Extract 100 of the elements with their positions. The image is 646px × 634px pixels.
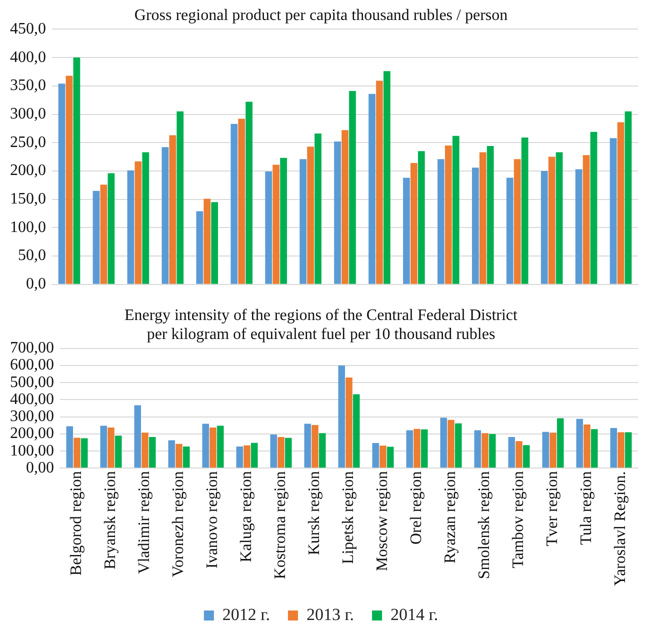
bar	[270, 434, 278, 468]
bar	[74, 438, 80, 468]
bar	[610, 138, 617, 284]
bar	[486, 146, 494, 284]
bar	[284, 438, 292, 468]
bar	[438, 159, 444, 284]
bar	[403, 178, 410, 284]
bar	[250, 442, 258, 468]
bar	[542, 432, 550, 468]
bar	[521, 138, 528, 284]
x-tick-label: Orel region	[408, 471, 426, 544]
bar	[406, 430, 414, 468]
x-tick-label: Tambov region	[510, 471, 528, 568]
bar	[452, 136, 460, 284]
y-tick-label: 500,00	[10, 374, 54, 391]
bar	[176, 111, 184, 284]
bar	[584, 424, 590, 468]
bar	[238, 118, 246, 284]
bar	[108, 173, 115, 284]
y-tick-label: 450,0	[10, 20, 46, 38]
x-tick-label: Belgorod region	[68, 471, 86, 576]
chart-title: Gross regional product per capita thousand rubles / person	[134, 6, 508, 24]
y-tick-label: 250,0	[10, 134, 46, 151]
bar	[134, 405, 142, 468]
y-tick-label: 700,00	[10, 340, 54, 357]
y-tick-label: 400,00	[10, 390, 54, 408]
bar	[448, 420, 454, 468]
bar	[349, 91, 356, 284]
legend-label: 2013 г.	[306, 604, 354, 624]
bar	[380, 446, 386, 468]
x-tick-label: Tver region	[544, 471, 562, 546]
bar	[265, 172, 272, 284]
bar	[318, 433, 326, 468]
bar	[479, 152, 486, 284]
bar	[300, 159, 306, 284]
bar	[414, 428, 420, 468]
y-tick-label: 150,0	[10, 190, 46, 208]
bar	[168, 440, 176, 468]
bar	[142, 152, 150, 284]
x-tick-label: Tula region	[578, 471, 596, 545]
bar	[196, 211, 204, 284]
bar	[66, 76, 73, 284]
bar	[368, 94, 376, 284]
y-tick-label: 300,00	[10, 408, 54, 426]
legend-label: 2012 г.	[222, 604, 270, 624]
chart-title: Energy intensity of the regions of the Central Federal District per kilogram of equivalent fuel per 10 thousand rubles	[124, 306, 518, 344]
bar	[610, 428, 618, 468]
bar	[575, 169, 582, 284]
bar	[278, 437, 284, 468]
bar	[576, 418, 584, 468]
x-tick-label: Bryansk region	[102, 471, 120, 570]
bar	[202, 424, 210, 468]
bar	[556, 418, 564, 468]
bar	[516, 441, 522, 468]
bar	[100, 426, 108, 468]
x-tick-label: Kursk region	[306, 471, 324, 556]
bar	[272, 164, 280, 284]
bar	[454, 423, 462, 468]
bar	[244, 445, 250, 468]
bar	[73, 58, 80, 284]
bar	[66, 426, 74, 468]
bar	[127, 170, 134, 284]
bar	[246, 102, 252, 284]
y-tick-label: 0,0	[26, 276, 46, 293]
bar	[216, 426, 224, 468]
bar	[440, 418, 448, 468]
bar	[506, 178, 514, 284]
y-tick-label: 200,00	[10, 425, 54, 442]
bar	[550, 432, 556, 468]
bar	[548, 156, 556, 284]
bar	[522, 445, 530, 468]
bar	[312, 425, 318, 468]
bar	[342, 130, 348, 284]
bar	[618, 432, 624, 468]
y-tick-label: 600,00	[10, 356, 54, 374]
bar	[346, 377, 352, 468]
x-tick-label: Smolensk region	[476, 471, 494, 580]
bar	[372, 443, 380, 468]
legend-label: 2014 г.	[390, 604, 438, 624]
bar	[474, 430, 482, 468]
bar	[472, 168, 479, 284]
y-tick-label: 50,0	[18, 247, 46, 264]
bar	[314, 134, 322, 284]
bar	[80, 438, 88, 468]
bar	[582, 155, 590, 284]
bar	[624, 432, 632, 468]
bar	[236, 446, 244, 468]
x-tick-label: Kostroma region	[272, 471, 290, 580]
bar	[204, 198, 211, 284]
bar	[384, 71, 390, 284]
bar	[352, 394, 360, 468]
bar	[540, 170, 548, 284]
x-tick-label: Lipetsk region	[340, 471, 358, 564]
bar	[134, 161, 142, 284]
y-tick-label: 300,0	[10, 105, 46, 122]
bar	[210, 427, 216, 468]
bar	[556, 152, 563, 284]
bar	[230, 124, 238, 284]
bar	[108, 427, 114, 468]
bar	[176, 444, 182, 468]
